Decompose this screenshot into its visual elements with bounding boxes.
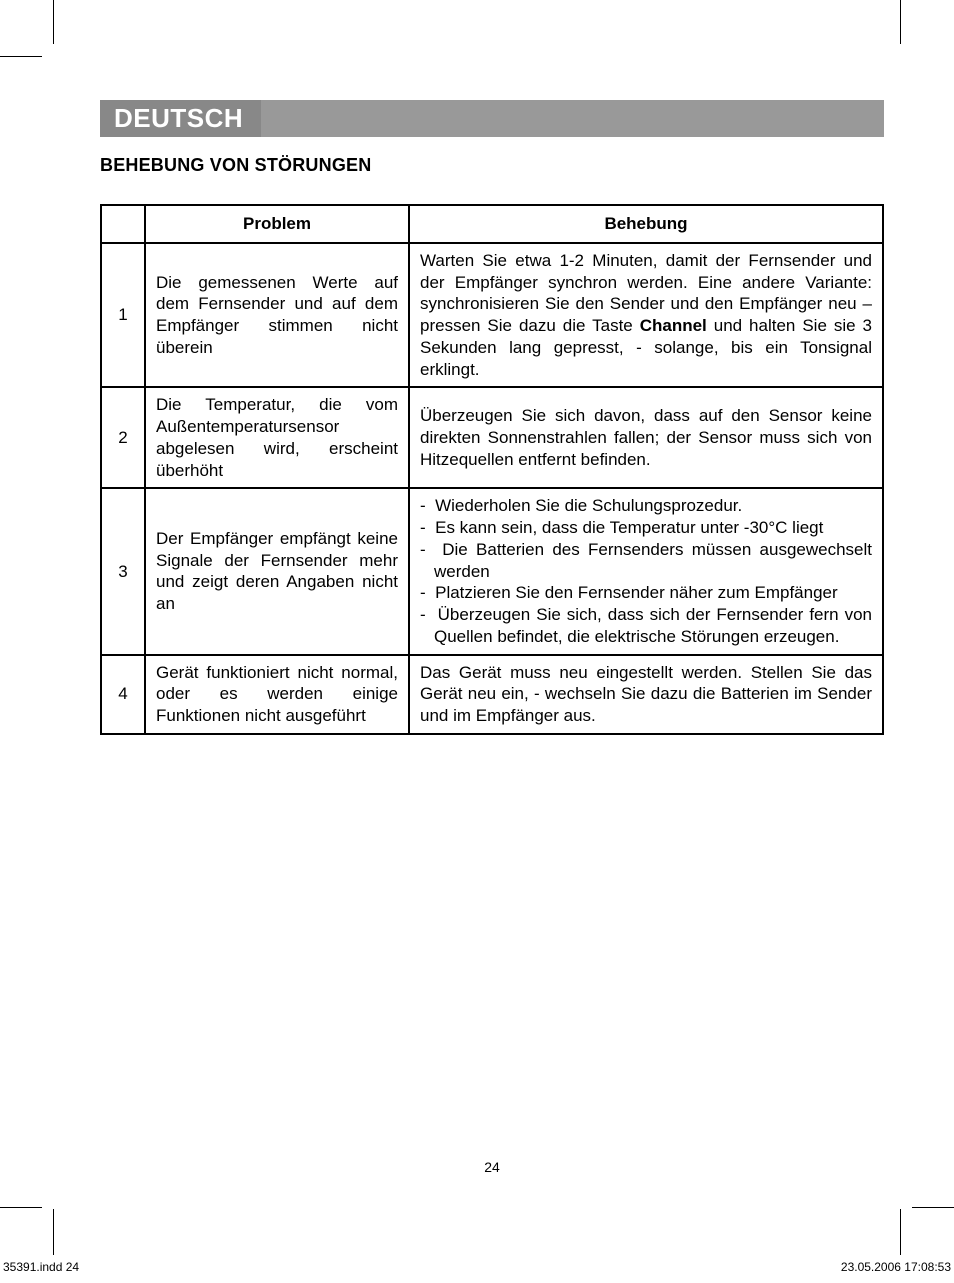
header-strip — [261, 100, 884, 137]
table-header-num — [101, 205, 145, 243]
row-problem: Gerät funktioniert nicht normal, oder es… — [145, 655, 409, 734]
row-fix: Warten Sie etwa 1-2 Minuten, damit der F… — [409, 243, 883, 388]
header-bar: DEUTSCH — [100, 100, 884, 137]
crop-mark — [900, 0, 901, 44]
table-row: 2 Die Temperatur, die vom Außentemperatu… — [101, 387, 883, 488]
fix-list-item: Wiederholen Sie die Schulungsprozedur. — [420, 495, 872, 517]
table-header-fix: Behebung — [409, 205, 883, 243]
row-num: 4 — [101, 655, 145, 734]
page-number: 24 — [100, 1159, 884, 1175]
fix-bold: Channel — [640, 316, 707, 335]
footer-left: 35391.indd 24 — [3, 1260, 79, 1274]
fix-list: Wiederholen Sie die Schulungsprozedur. E… — [420, 495, 872, 647]
fix-list-item: Es kann sein, dass die Temperatur unter … — [420, 517, 872, 539]
table-row: 1 Die gemessenen Werte auf dem Fernsende… — [101, 243, 883, 388]
section-title: BEHEBUNG VON STÖRUNGEN — [100, 155, 884, 176]
row-num: 2 — [101, 387, 145, 488]
language-label: DEUTSCH — [114, 103, 243, 133]
table-row: 3 Der Empfänger empfängt keine Signale d… — [101, 488, 883, 654]
crop-mark — [0, 1207, 42, 1208]
crop-mark — [53, 1209, 54, 1255]
row-fix: Wiederholen Sie die Schulungsprozedur. E… — [409, 488, 883, 654]
row-num: 3 — [101, 488, 145, 654]
language-tab: DEUTSCH — [100, 100, 261, 137]
row-problem: Die Temperatur, die vom Außentemperaturs… — [145, 387, 409, 488]
fix-list-item: Überzeugen Sie sich, dass sich der Ferns… — [420, 604, 872, 648]
crop-mark — [912, 1207, 954, 1208]
page-content: DEUTSCH BEHEBUNG VON STÖRUNGEN Problem B… — [100, 100, 884, 1183]
row-problem: Die gemessenen Werte auf dem Fernsender … — [145, 243, 409, 388]
crop-mark — [0, 56, 42, 57]
crop-mark — [900, 1209, 901, 1255]
row-fix: Überzeugen Sie sich davon, dass auf den … — [409, 387, 883, 488]
row-num: 1 — [101, 243, 145, 388]
row-problem: Der Empfänger empfängt keine Signale der… — [145, 488, 409, 654]
fix-list-item: Platzieren Sie den Fernsender näher zum … — [420, 582, 872, 604]
row-fix: Das Gerät muss neu eingestellt werden. S… — [409, 655, 883, 734]
table-row: 4 Gerät funktioniert nicht normal, oder … — [101, 655, 883, 734]
crop-mark — [53, 0, 54, 44]
table-header-problem: Problem — [145, 205, 409, 243]
troubleshooting-table: Problem Behebung 1 Die gemessenen Werte … — [100, 204, 884, 735]
footer-right: 23.05.2006 17:08:53 — [841, 1260, 951, 1274]
fix-list-item: Die Batterien des Fernsenders müssen aus… — [420, 539, 872, 583]
